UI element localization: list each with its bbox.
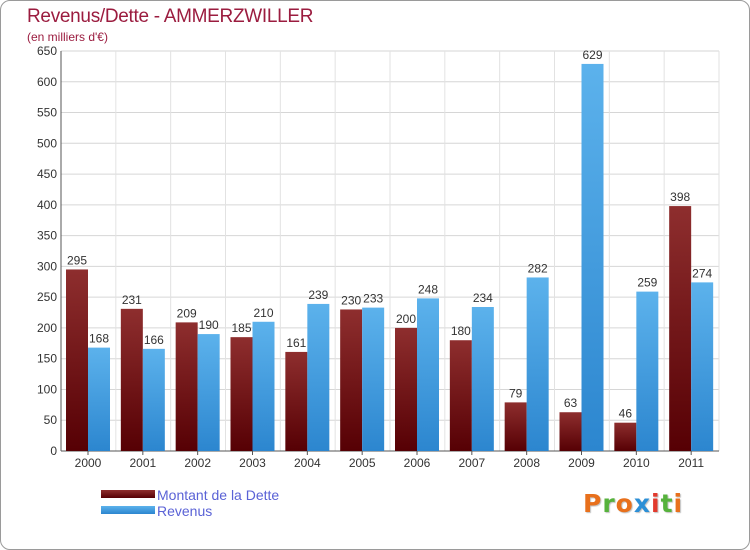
legend-swatch-debt xyxy=(101,490,155,498)
bar-revenue-2006 xyxy=(417,298,439,451)
bar-debt-2005 xyxy=(340,309,363,451)
y-tick-label: 150 xyxy=(37,352,57,366)
label-layer: 295 231 209 185 161 230 200 180 79 63 46 398 168 166 1… xyxy=(67,48,713,421)
x-tick-label: 2004 xyxy=(294,456,321,470)
x-tick-label: 2002 xyxy=(184,456,211,470)
bar-debt-2010 xyxy=(614,422,637,451)
data-label-revenue-2004: 239 xyxy=(308,288,328,302)
x-tick-label: 2005 xyxy=(349,456,376,470)
bar-revenue-2004 xyxy=(307,303,330,451)
x-tick-label: 2009 xyxy=(568,456,595,470)
data-label-debt-2009: 63 xyxy=(564,396,578,410)
y-tick-label: 250 xyxy=(37,290,57,304)
x-tick-label: 2006 xyxy=(404,456,431,470)
y-tick-label: 200 xyxy=(37,321,57,335)
y-tick-label: 650 xyxy=(37,44,57,58)
chart-subtitle: (en milliers d'€) xyxy=(27,30,108,44)
chart-title: Revenus/Dette - AMMERZWILLER xyxy=(27,6,314,27)
data-label-revenue-2005: 233 xyxy=(363,292,383,306)
data-label-debt-2010: 46 xyxy=(619,407,633,421)
x-tick-label: 2001 xyxy=(129,456,156,470)
data-label-debt-2005: 230 xyxy=(341,293,361,307)
bar-revenue-2003 xyxy=(252,321,275,451)
legend-swatch-revenue xyxy=(101,506,155,514)
bar-debt-2007 xyxy=(449,340,472,451)
data-label-debt-2003: 185 xyxy=(231,321,251,335)
data-label-revenue-2010: 259 xyxy=(637,276,657,290)
logo-letter: r xyxy=(602,489,616,518)
data-label-debt-2007: 180 xyxy=(451,324,471,338)
bar-revenue-2010 xyxy=(636,291,659,451)
y-tick-label: 300 xyxy=(37,259,57,273)
x-tick-label: 2003 xyxy=(239,456,266,470)
y-tick-label: 450 xyxy=(37,167,57,181)
bar-debt-2002 xyxy=(175,322,198,451)
y-tick-label: 0 xyxy=(50,444,57,458)
logo-letter: o xyxy=(615,489,634,518)
bar-debt-2009 xyxy=(559,412,582,451)
bar-debt-2004 xyxy=(285,351,308,451)
x-tick-label: 2011 xyxy=(678,456,704,470)
x-tick-label: 2000 xyxy=(75,456,102,470)
data-label-revenue-2003: 210 xyxy=(253,306,273,320)
data-label-debt-2002: 209 xyxy=(177,306,197,320)
data-label-revenue-2001: 166 xyxy=(144,333,164,347)
bar-debt-2008 xyxy=(504,402,527,451)
bar-revenue-2011 xyxy=(691,282,714,451)
bar-debt-2006 xyxy=(395,327,417,451)
data-label-revenue-2007: 234 xyxy=(473,291,493,305)
logo-letter: i xyxy=(651,489,661,518)
data-label-debt-2011: 398 xyxy=(670,190,690,204)
bar-revenue-2005 xyxy=(362,307,385,451)
bar-debt-2001 xyxy=(120,308,143,451)
legend-label-debt: Montant de la Dette xyxy=(157,487,280,503)
y-tick-label: 350 xyxy=(37,229,57,243)
data-label-revenue-2009: 629 xyxy=(582,48,602,62)
bar-layer xyxy=(66,63,714,452)
x-tick-label: 2010 xyxy=(623,456,650,470)
bar-revenue-2000 xyxy=(88,347,110,451)
proxiti-logo: Proxiti xyxy=(583,489,683,518)
logo-letter: P xyxy=(583,489,603,518)
bar-revenue-2008 xyxy=(526,277,549,451)
data-label-debt-2001: 231 xyxy=(122,293,142,307)
data-label-debt-2004: 161 xyxy=(286,336,306,350)
bar-revenue-2001 xyxy=(142,348,165,451)
data-label-revenue-2002: 190 xyxy=(199,318,219,332)
y-tick-label: 100 xyxy=(37,382,57,396)
bar-debt-2011 xyxy=(669,206,692,451)
y-tick-label: 500 xyxy=(37,136,57,150)
data-label-revenue-2006: 248 xyxy=(418,282,438,296)
bar-revenue-2002 xyxy=(197,334,220,451)
y-tick-label: 550 xyxy=(37,106,57,120)
data-label-revenue-2000: 168 xyxy=(89,332,109,346)
bar-debt-2003 xyxy=(230,337,253,451)
x-tick-label: 2008 xyxy=(513,456,540,470)
y-tick-label: 600 xyxy=(37,75,57,89)
logo-letter: x xyxy=(633,489,651,518)
data-label-revenue-2011: 274 xyxy=(692,266,712,280)
data-label-revenue-2008: 282 xyxy=(528,261,548,275)
logo-letter: i xyxy=(673,489,684,518)
legend-label-revenue: Revenus xyxy=(157,503,213,519)
bar-revenue-2007 xyxy=(471,307,494,451)
y-tick-label: 50 xyxy=(44,413,58,427)
y-tick-label: 400 xyxy=(37,198,57,212)
axis-layer: 0 50 100 150 200 250 300 350 400 450 500 550 600 650 2… xyxy=(37,44,719,470)
bar-revenue-2009 xyxy=(581,63,604,452)
bar-debt-2000 xyxy=(66,269,88,451)
x-tick-label: 2007 xyxy=(458,456,485,470)
logo-letter: t xyxy=(660,489,674,518)
data-label-debt-2008: 79 xyxy=(509,386,523,400)
data-label-debt-2006: 200 xyxy=(396,312,416,326)
data-label-debt-2000: 295 xyxy=(67,253,87,267)
